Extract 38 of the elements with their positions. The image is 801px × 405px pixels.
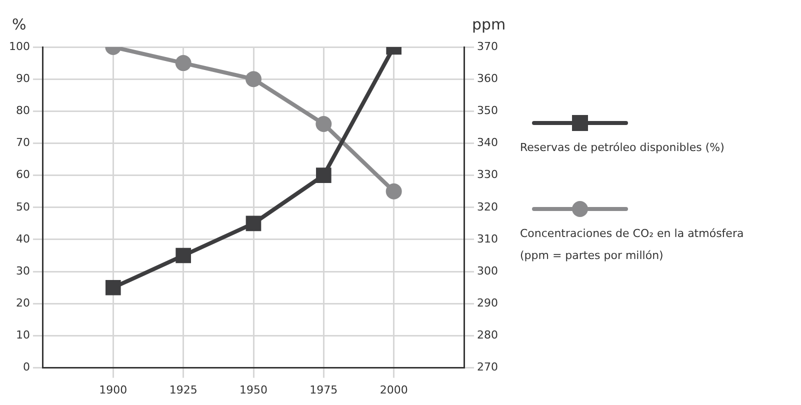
y-tick-label: 40 — [16, 232, 30, 246]
x-tick-label: 1975 — [310, 383, 338, 396]
y-tick-label: 80 — [16, 104, 30, 118]
y2-tick-label: 290 — [477, 296, 498, 310]
y2-tick-label: 350 — [477, 104, 498, 118]
y2-tick-label: 360 — [477, 72, 498, 85]
point — [386, 183, 402, 200]
point — [175, 55, 192, 72]
x-tick-label: 1950 — [240, 383, 268, 396]
y-axis-title: % — [12, 15, 26, 34]
point — [176, 248, 191, 264]
y2-tick-label: 340 — [477, 136, 498, 150]
y-tick-label: 10 — [16, 328, 30, 342]
x-tick-label: 2000 — [380, 383, 408, 396]
y2-tick-label: 330 — [477, 168, 498, 182]
y2-tick-label: 320 — [477, 200, 498, 214]
y-tick-label: 30 — [16, 264, 30, 278]
point — [316, 116, 332, 132]
legend-label: Concentraciones de CO₂ en la atmósfera (ppm = partes por millón) — [520, 226, 745, 264]
point — [106, 280, 121, 296]
y2-axis-title: ppm — [472, 15, 506, 34]
y2-tick-label: 270 — [477, 360, 498, 374]
legend-label: Reservas de petróleo disponibles (%) — [520, 140, 726, 156]
y2-tick-label: 310 — [477, 232, 498, 246]
y-tick-label: 60 — [16, 168, 30, 182]
y-tick-label: 70 — [16, 136, 30, 150]
point — [246, 71, 262, 88]
point — [246, 216, 262, 232]
y2-tick-label: 300 — [477, 264, 498, 278]
y-tick-label: 90 — [16, 72, 30, 85]
y-tick-label: 100 — [8, 40, 30, 53]
x-tick-label: 1900 — [99, 383, 128, 396]
y2-tick-label: 280 — [477, 328, 498, 342]
y-tick-label: 0 — [22, 360, 30, 374]
y-tick-label: 20 — [16, 296, 30, 310]
x-tick-label: 1925 — [169, 383, 198, 396]
y-tick-label: 50 — [16, 200, 30, 214]
y2-tick-label: 370 — [477, 40, 498, 53]
